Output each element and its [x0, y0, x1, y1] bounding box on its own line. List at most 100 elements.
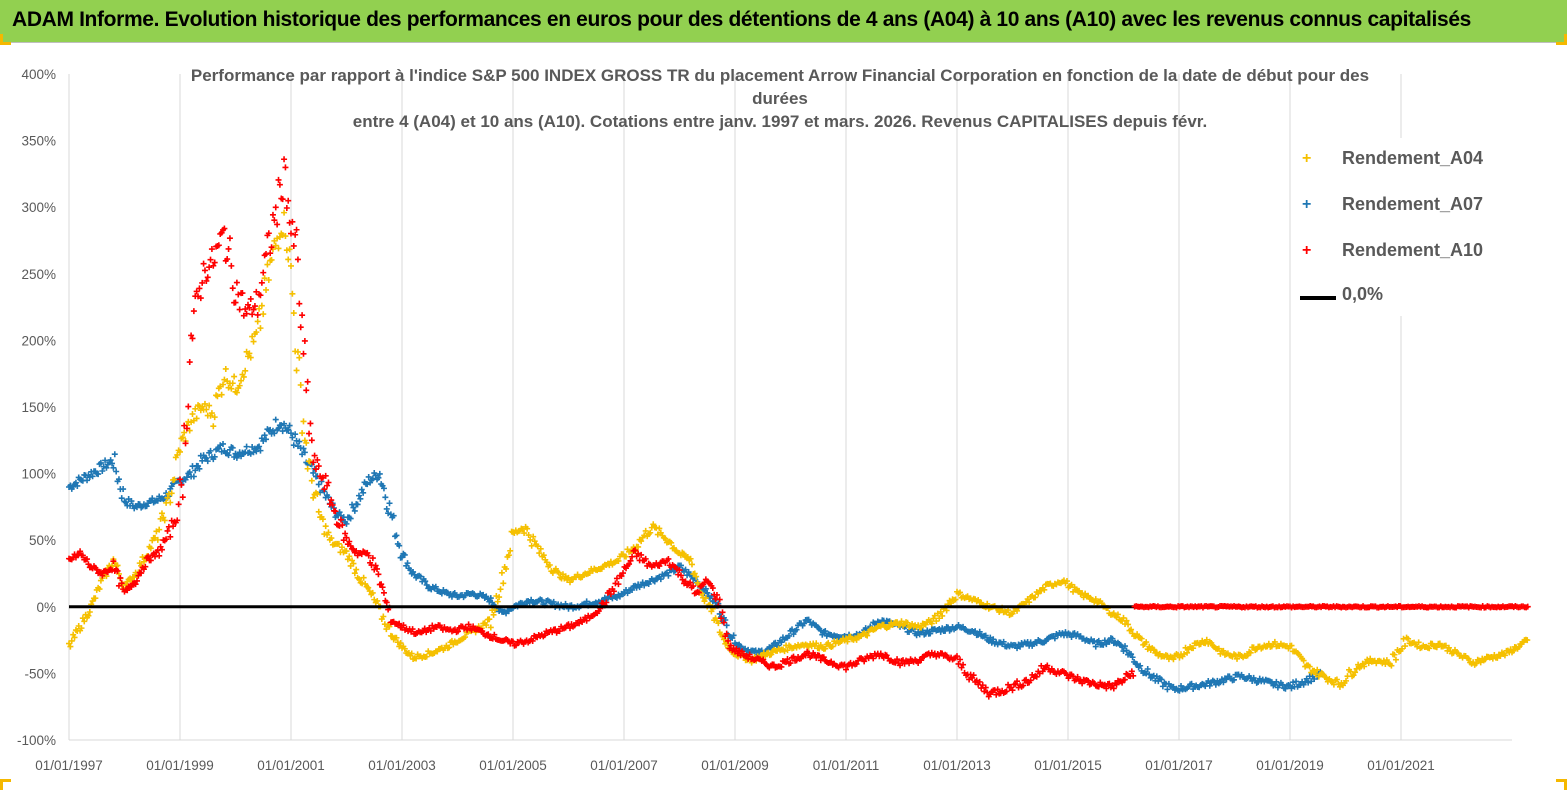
data-point-rendement-a04 — [693, 573, 700, 580]
data-point-rendement-a10 — [1085, 677, 1092, 684]
data-point-rendement-a04 — [496, 594, 503, 601]
data-point-rendement-a10 — [656, 563, 663, 570]
data-point-rendement-a07 — [382, 494, 389, 501]
data-point-rendement-a04 — [413, 655, 420, 662]
data-point-rendement-a10 — [170, 523, 177, 530]
data-point-rendement-a04 — [380, 613, 387, 620]
data-point-rendement-a07 — [1051, 635, 1058, 642]
data-point-rendement-a04 — [218, 391, 225, 398]
data-point-rendement-a04 — [174, 451, 181, 458]
data-point-rendement-a04 — [240, 373, 247, 380]
data-point-rendement-a07 — [286, 422, 293, 429]
data-point-rendement-a04 — [275, 245, 282, 252]
data-point-rendement-a10 — [251, 303, 258, 310]
data-point-rendement-a10 — [114, 567, 121, 574]
data-point-rendement-a10 — [289, 218, 296, 225]
data-point-rendement-a04 — [171, 476, 178, 483]
data-point-rendement-a04 — [1114, 611, 1121, 618]
data-point-rendement-a07 — [1144, 665, 1151, 672]
data-point-rendement-a07 — [256, 443, 263, 450]
data-point-rendement-a04 — [1510, 647, 1517, 654]
data-point-rendement-a04 — [85, 612, 92, 619]
data-point-rendement-a07 — [186, 469, 193, 476]
data-point-rendement-a07 — [74, 482, 81, 489]
data-point-rendement-a04 — [687, 555, 694, 562]
data-point-rendement-a07 — [1095, 637, 1102, 644]
data-point-rendement-a10 — [99, 572, 106, 579]
data-point-rendement-a07 — [1288, 685, 1295, 692]
x-tick-label: 01/01/2011 — [813, 758, 880, 773]
data-point-rendement-a07 — [365, 473, 372, 480]
data-point-rendement-a04 — [1364, 656, 1371, 663]
data-point-rendement-a04 — [164, 494, 171, 501]
data-point-rendement-a10 — [820, 654, 827, 661]
data-point-rendement-a10 — [312, 466, 319, 473]
data-point-rendement-a10 — [906, 660, 913, 667]
data-point-rendement-a10 — [676, 567, 683, 574]
data-point-rendement-a04 — [1068, 581, 1075, 588]
data-point-rendement-a07 — [84, 477, 91, 484]
data-point-rendement-a04 — [527, 536, 534, 543]
data-point-rendement-a07 — [1109, 635, 1116, 642]
data-point-rendement-a10 — [145, 553, 152, 560]
data-point-rendement-a10 — [375, 571, 382, 578]
data-point-rendement-a04 — [943, 607, 950, 614]
data-point-rendement-a04 — [483, 622, 490, 629]
data-point-rendement-a04 — [1215, 645, 1222, 652]
x-tick-label: 01/01/2019 — [1256, 758, 1324, 773]
data-point-rendement-a10 — [77, 548, 84, 555]
data-point-rendement-a04 — [286, 246, 293, 253]
data-point-rendement-a04 — [500, 580, 507, 587]
data-point-rendement-a04 — [494, 598, 501, 605]
data-point-rendement-a10 — [285, 197, 292, 204]
data-point-rendement-a07 — [285, 426, 292, 433]
data-point-rendement-a10 — [1110, 685, 1117, 692]
data-point-rendement-a04 — [304, 465, 311, 472]
y-tick-label: 250% — [21, 267, 56, 282]
data-point-rendement-a04 — [177, 448, 183, 455]
data-point-rendement-a04 — [161, 517, 168, 524]
data-point-rendement-a10 — [635, 550, 642, 557]
data-point-rendement-a04 — [1244, 652, 1251, 659]
data-point-rendement-a04 — [222, 365, 229, 372]
data-point-rendement-a07 — [822, 628, 829, 634]
data-point-rendement-a07 — [1068, 634, 1075, 641]
plus-marker-icon: + — [1302, 242, 1312, 259]
data-point-rendement-a10 — [300, 350, 307, 357]
data-point-rendement-a04 — [206, 402, 213, 409]
data-point-rendement-a04 — [260, 311, 267, 318]
data-point-rendement-a04 — [1098, 600, 1105, 607]
data-point-rendement-a07 — [486, 598, 493, 605]
data-point-rendement-a10 — [337, 516, 344, 523]
data-point-rendement-a04 — [1197, 641, 1204, 648]
data-point-rendement-a04 — [325, 529, 332, 536]
data-point-rendement-a10 — [294, 256, 301, 263]
data-point-rendement-a07 — [1305, 679, 1312, 686]
x-tick-label: 01/01/2003 — [368, 758, 436, 773]
y-tick-label: 50% — [29, 533, 56, 548]
data-point-rendement-a04 — [366, 588, 373, 595]
data-point-rendement-a10 — [229, 285, 236, 292]
data-point-rendement-a10 — [79, 552, 86, 559]
data-point-rendement-a04 — [356, 576, 363, 583]
data-point-rendement-a07 — [358, 486, 365, 493]
data-point-rendement-a10 — [455, 628, 462, 635]
data-point-rendement-a10 — [293, 226, 300, 233]
data-point-rendement-a07 — [1153, 673, 1160, 680]
data-point-rendement-a10 — [271, 217, 278, 224]
data-point-rendement-a04 — [67, 643, 74, 650]
data-point-rendement-a10 — [979, 682, 986, 689]
data-point-rendement-a10 — [960, 661, 967, 668]
data-point-rendement-a10 — [329, 501, 336, 508]
data-point-rendement-a10 — [243, 310, 250, 317]
data-point-rendement-a10 — [242, 306, 249, 313]
data-point-rendement-a07 — [401, 551, 408, 558]
data-point-rendement-a04 — [1234, 655, 1241, 662]
data-point-rendement-a10 — [973, 677, 980, 684]
data-point-rendement-a04 — [285, 256, 292, 263]
y-tick-label: 350% — [21, 134, 56, 149]
data-point-rendement-a04 — [507, 547, 514, 554]
data-point-rendement-a04 — [1442, 642, 1449, 649]
data-point-rendement-a10 — [260, 269, 267, 276]
data-point-rendement-a04 — [715, 620, 722, 627]
